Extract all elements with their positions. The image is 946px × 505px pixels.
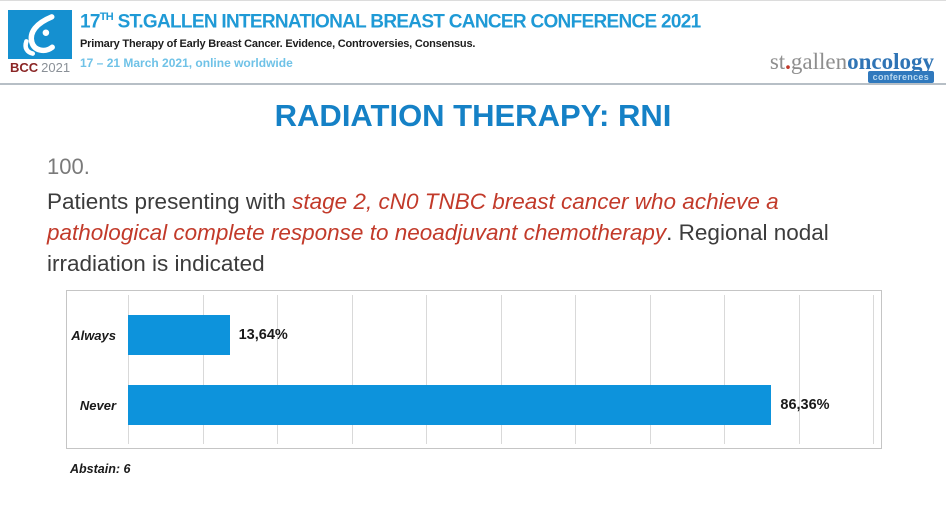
chart-category-label: Never	[79, 397, 116, 413]
poll-chart: Always 13,64% Never 86,36%	[66, 290, 882, 449]
bcc-logo-mark	[8, 10, 72, 59]
question-text: Patients presenting with stage 2, cN0 TN…	[47, 186, 887, 279]
sg-logo-st: st	[769, 49, 786, 74]
question-emphasis: stage 2, cN0 TNBC breast cancer who achi…	[47, 189, 779, 245]
chart-gridline	[649, 295, 651, 444]
question-plain-2: . Regional nodal irradiation is indicate…	[47, 220, 829, 276]
chart-gridline	[500, 295, 502, 444]
conference-title-number: 17	[80, 11, 100, 33]
slide-title: RADIATION THERAPY: RNI	[274, 98, 672, 133]
drop-icon	[23, 13, 55, 56]
bcc-logo-caption: BCC 2021	[8, 60, 72, 75]
chart-value-label: 86,36%	[780, 397, 830, 413]
chart-gridline	[128, 295, 129, 444]
chart-gridline	[873, 295, 874, 444]
sg-logo-conferences-badge: conferences	[867, 71, 934, 83]
bcc-year: 2021	[41, 60, 71, 75]
sg-logo-oncology: oncology	[847, 49, 934, 74]
question-number: 100.	[47, 154, 90, 179]
chart-gridline	[202, 295, 204, 444]
conference-title: 17TH ST.GALLEN INTERNATIONAL BREAST CANC…	[80, 11, 701, 33]
chart-category-label: Always	[71, 327, 116, 343]
chart-row-never: Never 86,36%	[67, 385, 881, 425]
conference-title-rest: ST.GALLEN INTERNATIONAL BREAST CANCER CO…	[113, 11, 702, 33]
chart-bar-always	[128, 315, 230, 355]
chart-gridline	[426, 295, 427, 444]
stgallen-oncology-logo: st.gallenoncology conferences	[769, 49, 934, 83]
bcc-label: BCC	[9, 60, 39, 75]
chart-gridline	[724, 295, 725, 444]
chart-gridline	[277, 295, 278, 444]
header-divider	[0, 83, 946, 85]
chart-value-label: 13,64%	[238, 327, 288, 343]
conference-header: 17TH ST.GALLEN INTERNATIONAL BREAST CANC…	[80, 11, 701, 70]
question-plain-1: Patients presenting with	[47, 189, 293, 214]
chart-gridline	[575, 295, 576, 444]
sg-logo-dot: .	[785, 49, 791, 74]
abstain-note: Abstain: 6	[70, 462, 131, 476]
conference-title-sup: TH	[99, 11, 114, 23]
sg-logo-gallen: gallen	[790, 49, 848, 74]
conference-date: 17 – 21 March 2021, online worldwide	[80, 56, 293, 71]
chart-gridline	[351, 295, 353, 444]
chart-row-always: Always 13,64%	[67, 315, 881, 355]
chart-gridline	[798, 295, 800, 444]
chart-bar-never	[128, 385, 772, 425]
conference-subtitle: Primary Therapy of Early Breast Cancer. …	[80, 38, 476, 51]
